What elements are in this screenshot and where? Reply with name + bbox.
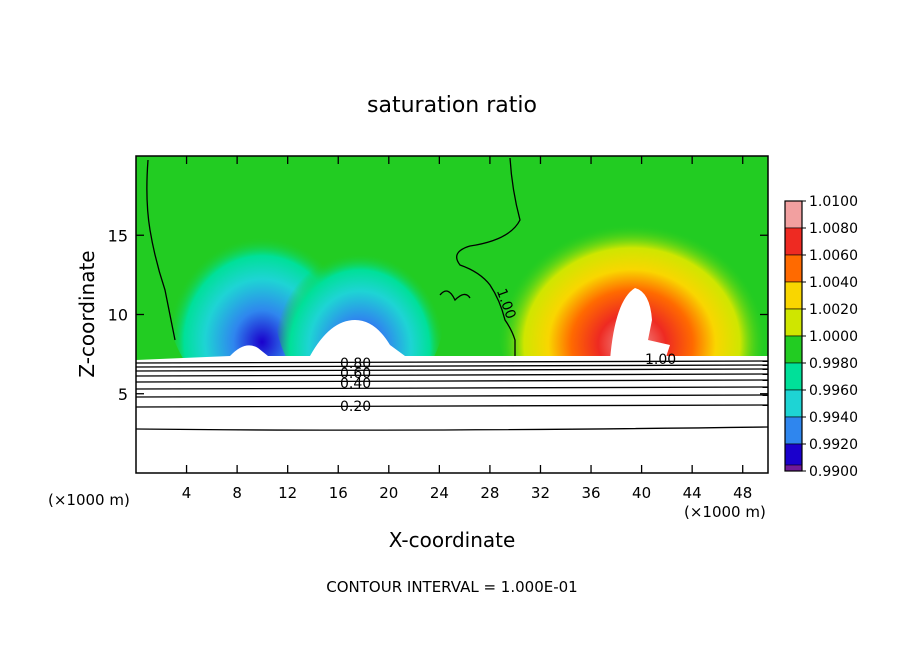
x-tick-label: 28 [480, 484, 499, 502]
contour-interval-footer: CONTOUR INTERVAL = 1.000E-01 [326, 578, 577, 596]
colorbar-swatch [784, 389, 803, 418]
contour-lines [136, 157, 768, 431]
x-unit-label-right: (×1000 m) [684, 503, 766, 521]
x-tick-label: 8 [232, 484, 242, 502]
colorbar-label: 0.9900 [809, 464, 858, 480]
x-tick-label: 4 [182, 484, 192, 502]
colorbar-label: 1.0100 [809, 194, 858, 210]
x-tick-label: 48 [733, 484, 752, 502]
colorbar-swatch [784, 362, 803, 391]
x-tick-label: 24 [430, 484, 449, 502]
colorbar-swatch [784, 416, 803, 445]
x-tick-label: 40 [632, 484, 651, 502]
colorbar-swatch [784, 308, 803, 337]
colorbar-label: 1.0040 [809, 275, 858, 291]
x-tick-label: 12 [278, 484, 297, 502]
x-unit-label-left: (×1000 m) [48, 491, 130, 509]
colorbar-label: 0.9980 [809, 356, 858, 372]
colorbar-label: 1.0020 [809, 302, 858, 318]
x-tick-label: 20 [379, 484, 398, 502]
colorbar-swatch [784, 200, 803, 229]
colorbar-swatch-bottom [784, 464, 803, 472]
contour-label-4: 0.60 [340, 366, 371, 382]
x-tick-label: 32 [531, 484, 550, 502]
y-tick-label: 10 [108, 306, 128, 325]
contour-label-3: 0.80 [340, 356, 371, 372]
x-tick-label: 36 [581, 484, 600, 502]
colorbar-swatch [784, 227, 803, 256]
x-tick-label: 44 [683, 484, 702, 502]
colorbar: 1.0100 1.0080 1.0060 1.0040 1.0020 1.0000 0.99… [784, 194, 858, 480]
colorbar-label: 1.0000 [809, 329, 858, 345]
y-tick-label: 5 [118, 385, 128, 404]
plot-field [136, 156, 768, 473]
contour-label-5: 0.40 [340, 376, 371, 392]
y-axis-ticks: 5 10 15 [108, 226, 768, 404]
colorbar-label: 0.9920 [809, 437, 858, 453]
colorbar-swatch [784, 281, 803, 310]
colorbar-swatch [784, 254, 803, 283]
saturated-cloud-region [610, 288, 670, 360]
x-tick-label: 16 [329, 484, 348, 502]
contour-label-6: 0.20 [340, 399, 371, 415]
x-axis-ticks: 4 8 12 16 20 24 28 32 36 40 44 48 [182, 156, 752, 502]
colorbar-label: 1.0060 [809, 248, 858, 264]
colorbar-label: 0.9940 [809, 410, 858, 426]
colorbar-label: 1.0080 [809, 221, 858, 237]
y-tick-label: 15 [108, 226, 128, 245]
colorbar-label: 0.9960 [809, 383, 858, 399]
y-axis-label: Z-coordinate [75, 250, 99, 377]
colorbar-swatch [784, 335, 803, 364]
chart-title: saturation ratio [367, 93, 537, 118]
contour-label-2: 1.00 [645, 352, 676, 368]
x-axis-label: X-coordinate [389, 528, 516, 552]
